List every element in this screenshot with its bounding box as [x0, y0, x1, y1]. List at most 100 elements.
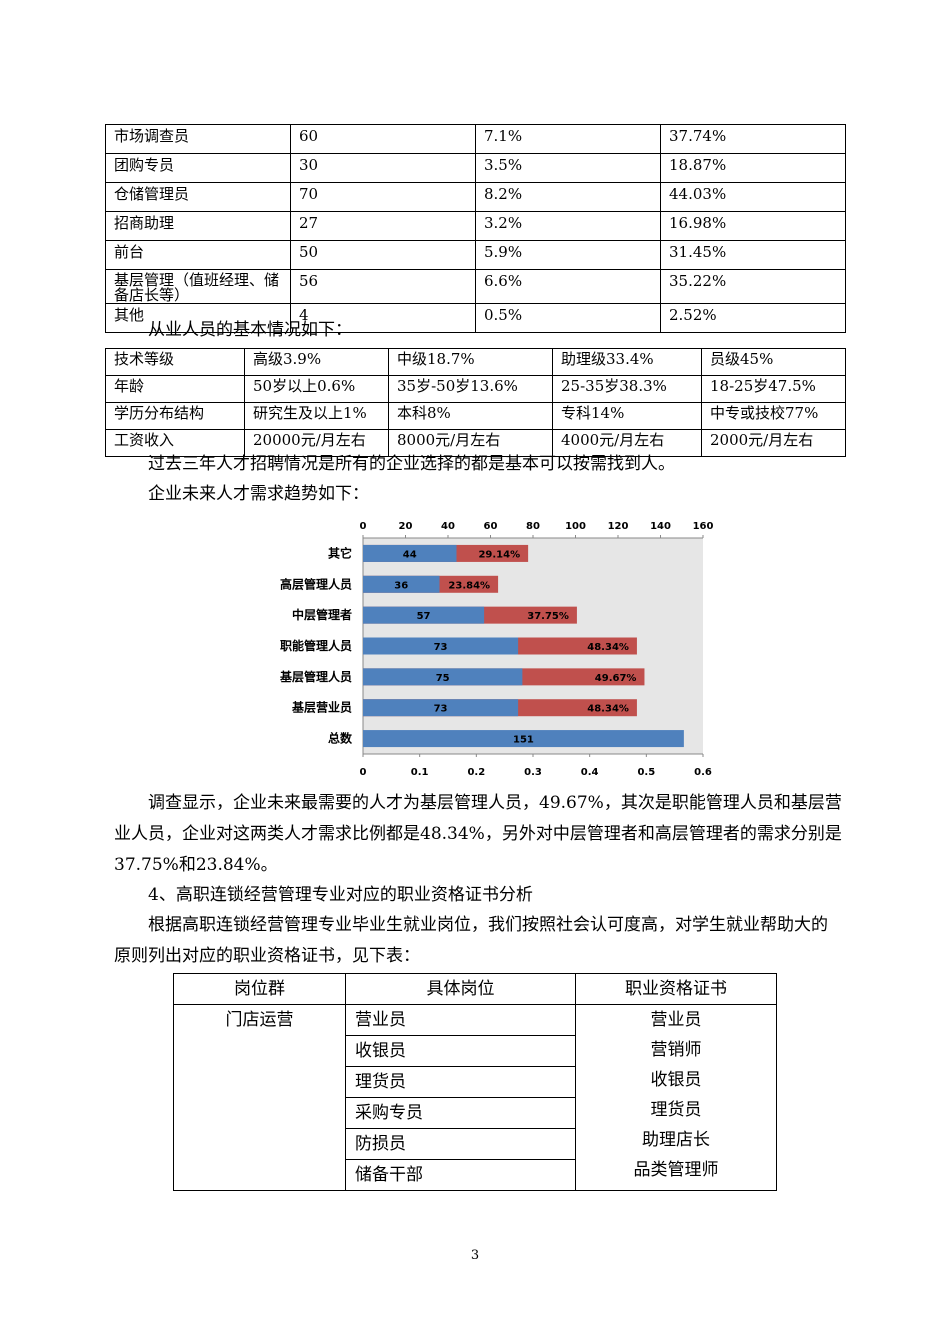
table-cell: 中级18.7% — [388, 348, 553, 376]
table-cell: 35.22% — [660, 269, 846, 304]
intro-paragraph: 从业人员的基本情况如下： — [148, 320, 352, 340]
table-cell: 专科14% — [552, 402, 702, 430]
position-demand-table: 市场调查员 60 7.1% 37.74% 团购专员 30 3.5% 18.87% 仓储管理员 70… — [105, 124, 846, 333]
certificate-item: 营销师 — [650, 1040, 702, 1060]
bottom-tick-label: 0.3 — [524, 767, 542, 778]
table-row: 工资收入 20000元/月左右 8000元/月左右 4000元/月左右 2000元/月左… — [105, 429, 846, 457]
certificate-item: 助理店长 — [642, 1130, 710, 1150]
count-data-label: 36 — [394, 580, 408, 591]
category-label: 总数 — [328, 731, 353, 746]
table-cell: 招商助理 — [105, 211, 291, 241]
table-cell: 基层管理（值班经理、储备店长等） — [105, 269, 291, 304]
table-row: 招商助理 27 3.2% 16.98% — [105, 211, 846, 241]
certificate-item: 收银员 — [650, 1070, 702, 1090]
percent-data-label: 48.34% — [587, 642, 629, 653]
header-cell: 岗位群 — [173, 973, 346, 1005]
table-row: 前台 50 5.9% 31.45% — [105, 240, 846, 270]
table-cell: 团购专员 — [105, 153, 291, 183]
table-cell: 中专或技校77% — [701, 402, 846, 430]
table-cell: 2000元/月左右 — [701, 429, 846, 457]
bottom-tick-label: 0.6 — [694, 767, 712, 778]
count-bar — [363, 699, 519, 717]
table-cell: 18-25岁47.5% — [701, 375, 846, 403]
table-cell: 本科8% — [388, 402, 553, 430]
table-cell: 3.2% — [475, 211, 661, 241]
table-cell: 27 — [290, 211, 476, 241]
position-cell: 理货员 — [345, 1066, 576, 1098]
bottom-tick-label: 0.2 — [467, 767, 485, 778]
count-bar — [363, 730, 684, 748]
count-data-label: 73 — [434, 704, 448, 715]
count-data-label: 73 — [434, 642, 448, 653]
top-tick-label: 160 — [693, 521, 714, 532]
table-row: 储备干部 — [174, 1159, 777, 1191]
percent-data-label: 29.14% — [478, 549, 520, 560]
table-cell: 25-35岁38.3% — [552, 375, 702, 403]
top-tick-label: 0 — [360, 521, 367, 532]
count-data-label: 57 — [417, 611, 431, 622]
count-data-label: 151 — [513, 735, 534, 746]
count-bar — [363, 544, 457, 562]
analysis-paragraph: 调查显示，企业未来最需要的人才为基层管理人员，49.67%，其次是职能管理人员和… — [114, 793, 842, 875]
table-row: 仓储管理员 70 8.2% 44.03% — [105, 182, 846, 212]
table-cell: 年龄 — [105, 375, 245, 403]
certificate-table: 岗位群 具体岗位 职业资格证书 门店运营 营业员 营业员 营销师 收银员 理货员 助理店长品… — [173, 973, 777, 1191]
table-cell: 3.5% — [475, 153, 661, 183]
header-cell: 具体岗位 — [345, 973, 576, 1005]
table-row: 采购专员 — [174, 1097, 777, 1129]
top-tick-label: 40 — [441, 521, 455, 532]
top-tick-label: 120 — [608, 521, 629, 532]
recruit-paragraph: 过去三年人才招聘情况是所有的企业选择的都是基本可以按需找到人。 — [148, 454, 675, 474]
table-cell: 高级3.9% — [244, 348, 389, 376]
table-row: 团购专员 30 3.5% 18.87% — [105, 153, 846, 183]
table-cell: 技术等级 — [105, 348, 245, 376]
cert-paragraph: 根据高职连锁经营管理专业毕业生就业岗位，我们按照社会认可度高，对学生就业帮助大的… — [114, 915, 828, 966]
position-cell: 营业员 — [345, 1004, 576, 1036]
table-cell: 50岁以上0.6% — [244, 375, 389, 403]
table-row: 年龄 50岁以上0.6% 35岁-50岁13.6% 25-35岁38.3% 18-25岁… — [105, 375, 846, 403]
section-heading: 4、高职连锁经营管理专业对应的职业资格证书分析 — [148, 885, 533, 905]
bottom-tick-label: 0.4 — [581, 767, 599, 778]
table-cell: 20000元/月左右 — [244, 429, 389, 457]
table-cell: 50 — [290, 240, 476, 270]
table-cell: 学历分布结构 — [105, 402, 245, 430]
table-row: 学历分布结构 研究生及以上1% 本科8% 专科14% 中专或技校77% — [105, 402, 846, 430]
table-row: 其他 4 0.5% 2.52% — [105, 303, 846, 333]
table-row: 收银员 — [174, 1035, 777, 1067]
position-cell: 储备干部 — [345, 1159, 576, 1191]
table-cell: 6.6% — [475, 269, 661, 304]
table-cell: 5.9% — [475, 240, 661, 270]
table-cell: 2.52% — [660, 303, 846, 333]
table-cell: 30 — [290, 153, 476, 183]
position-cell: 防损员 — [345, 1128, 576, 1160]
table-cell: 35岁-50岁13.6% — [388, 375, 553, 403]
page-number: 3 — [470, 1248, 480, 1263]
table-cell: 60 — [290, 124, 476, 154]
table-cell: 前台 — [105, 240, 291, 270]
table-cell: 4000元/月左右 — [552, 429, 702, 457]
count-data-label: 75 — [436, 673, 450, 684]
category-label: 职能管理人员 — [280, 638, 352, 653]
table-cell: 仓储管理员 — [105, 182, 291, 212]
header-cell: 职业资格证书 — [575, 973, 777, 1005]
bottom-tick-label: 0.1 — [411, 767, 429, 778]
category-label: 基层管理人员 — [279, 669, 352, 684]
table-cell: 56 — [290, 269, 476, 304]
top-tick-label: 60 — [484, 521, 498, 532]
table-cell: 市场调查员 — [105, 124, 291, 154]
certificate-item: 营业员 — [650, 1010, 702, 1030]
table-cell: 31.45% — [660, 240, 846, 270]
position-cell: 收银员 — [345, 1035, 576, 1067]
bottom-tick-label: 0.5 — [637, 767, 655, 778]
category-label: 中层管理者 — [292, 607, 352, 622]
count-data-label: 44 — [403, 549, 417, 560]
table-cell: 助理级33.4% — [552, 348, 702, 376]
group-cell: 门店运营 — [173, 1004, 346, 1191]
certificate-cell: 营业员 营销师 收银员 理货员 助理店长 品类管理师 — [575, 1004, 777, 1191]
top-tick-label: 20 — [399, 521, 413, 532]
table-row: 基层管理（值班经理、储备店长等） 56 6.6% 35.22% — [105, 269, 846, 304]
table-cell: 37.74% — [660, 124, 846, 154]
certificate-item: 品类管理师 — [633, 1160, 719, 1180]
percent-data-label: 49.67% — [595, 673, 637, 684]
